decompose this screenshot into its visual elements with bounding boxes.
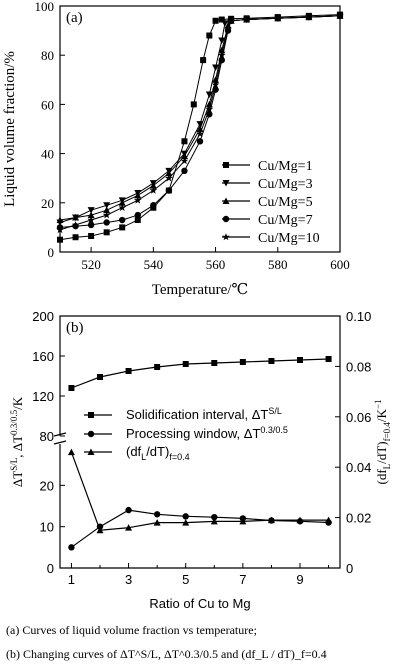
a-xtick-label: 580 — [268, 257, 288, 272]
a-point — [181, 167, 188, 175]
plot-a-ticks: 520 540 560 580 600 0 20 40 60 80 100 — [35, 0, 350, 272]
a-point — [134, 211, 141, 219]
b-ytick-left-label: 160 — [32, 349, 54, 364]
b-point — [297, 357, 303, 363]
axis-break-mark — [53, 432, 67, 445]
legend-b-label-3: (dfL/dT)f=0.4 — [126, 444, 190, 462]
a-xtick-label: 600 — [330, 257, 350, 272]
b-ytick-left-label: 0 — [47, 561, 54, 576]
b-point — [125, 368, 132, 374]
plot-b-ticks: 1 3 5 7 9801201602000102000.020.040.060.080.… — [32, 309, 371, 587]
legend-b-marker-1 — [88, 412, 94, 418]
b-point — [67, 448, 75, 456]
b-series-line-3 — [70, 451, 329, 531]
plot-a-ylabel: Liquid volume fraction/% — [2, 51, 18, 207]
a-point — [72, 234, 79, 241]
b-ytick-right-label: 0.02 — [346, 511, 371, 526]
a-point — [57, 236, 63, 243]
a-point — [181, 138, 188, 145]
b-series-line-2 — [71, 509, 329, 548]
plot-a-frame — [59, 5, 341, 253]
a-ytick-label: 40 — [41, 147, 54, 162]
b-xtick-label: 1 — [68, 572, 75, 587]
a-ytick-label: 60 — [41, 97, 54, 112]
plot-b-frame — [59, 315, 341, 569]
a-legend-label: Cu/Mg=1 — [258, 159, 313, 174]
legend-b-label-1: Solidification interval, ΔTS/L — [126, 406, 282, 422]
a-point — [119, 216, 126, 224]
a-ytick-label: 100 — [35, 0, 55, 14]
b-point — [182, 513, 189, 520]
plot-b-legend: Solidification interval, ΔTS/L Processin… — [84, 406, 288, 462]
b-point — [97, 374, 103, 380]
b-point — [239, 359, 246, 365]
a-point — [196, 138, 204, 145]
b-ytick-right-label: 0 — [346, 561, 353, 576]
b-ytick-right-label: 0.06 — [346, 410, 371, 425]
plot-a-xlabel: Temperature/℃ — [152, 282, 249, 298]
panel-a-label: (a) — [66, 10, 83, 26]
plot-a-series — [56, 11, 344, 243]
b-ytick-left-label: 200 — [32, 309, 54, 324]
panel-b: (b) 1 3 5 7 9801201602000102000.020.040.060.… — [9, 309, 392, 611]
a-legend-label: Cu/Mg=10 — [258, 231, 320, 246]
b-point — [268, 358, 275, 364]
a-point — [88, 233, 95, 240]
b-ytick-left-label: 80 — [40, 429, 54, 444]
a-ytick-label: 0 — [48, 245, 55, 260]
a-point — [165, 187, 173, 194]
plot-b-ylabel-left: ΔTS/L, ΔT0.3/0.5/K — [9, 396, 25, 487]
a-point — [119, 224, 126, 231]
b-ytick-right-label: 0.08 — [346, 359, 371, 374]
b-ytick-left-label: 120 — [32, 389, 54, 404]
b-point — [153, 511, 161, 518]
a-xtick-label: 520 — [81, 257, 101, 272]
a-legend-label: Cu/Mg=5 — [258, 195, 313, 210]
a-point — [103, 229, 110, 236]
b-point — [68, 385, 75, 391]
panel-b-label: (b) — [66, 320, 84, 336]
a-point — [206, 32, 213, 39]
plot-b-xlabel: Ratio of Cu to Mg — [149, 596, 250, 611]
plot-a-legend: Cu/Mg=1 Cu/Mg=3 Cu/Mg=5 Cu/Mg=7 Cu/Mg=10 — [222, 159, 320, 246]
a-point — [150, 202, 157, 209]
a-xtick-label: 540 — [144, 257, 164, 272]
b-xtick-label: 3 — [125, 572, 132, 587]
caption-line-1: (a) Curves of liquid volume fraction vs … — [6, 623, 257, 637]
legend-b-marker-2 — [87, 430, 95, 438]
b-xtick-label: 5 — [182, 572, 189, 587]
legend-b-label-2: Processing window, ΔT0.3/0.5 — [126, 425, 288, 441]
b-point — [182, 361, 189, 367]
b-ytick-left-label: 20 — [40, 478, 54, 493]
caption-line-2: (b) Changing curves of ΔT^S/L, ΔT^0.3/0.… — [6, 647, 327, 661]
b-point — [211, 360, 218, 366]
plot-b-series — [67, 356, 333, 551]
b-point — [325, 356, 332, 362]
a-ytick-label: 20 — [41, 196, 54, 211]
b-ytick-right-label: 0.10 — [346, 309, 371, 324]
b-xtick-label: 7 — [239, 572, 246, 587]
a-point — [200, 57, 207, 64]
b-point — [154, 364, 161, 370]
b-ytick-left-label: 10 — [40, 520, 54, 535]
b-xtick-label: 9 — [296, 572, 303, 587]
a-legend-marker — [222, 215, 230, 223]
b-point — [68, 544, 75, 551]
a-xtick-label: 560 — [206, 257, 226, 272]
a-legend-label: Cu/Mg=7 — [258, 213, 313, 228]
plot-b-ylabel-right: (dfL/dT)f=0.4/K−1 — [373, 400, 392, 485]
a-ytick-label: 80 — [41, 48, 54, 63]
a-point — [103, 219, 110, 226]
a-legend-label: Cu/Mg=3 — [258, 177, 313, 192]
b-series-line-1 — [71, 358, 329, 389]
b-point — [125, 506, 132, 514]
a-legend-marker — [223, 162, 229, 168]
a-point — [218, 56, 225, 64]
a-point — [212, 17, 219, 24]
a-point — [190, 101, 197, 108]
a-point — [87, 221, 95, 229]
b-ytick-right-label: 0.04 — [346, 460, 371, 475]
